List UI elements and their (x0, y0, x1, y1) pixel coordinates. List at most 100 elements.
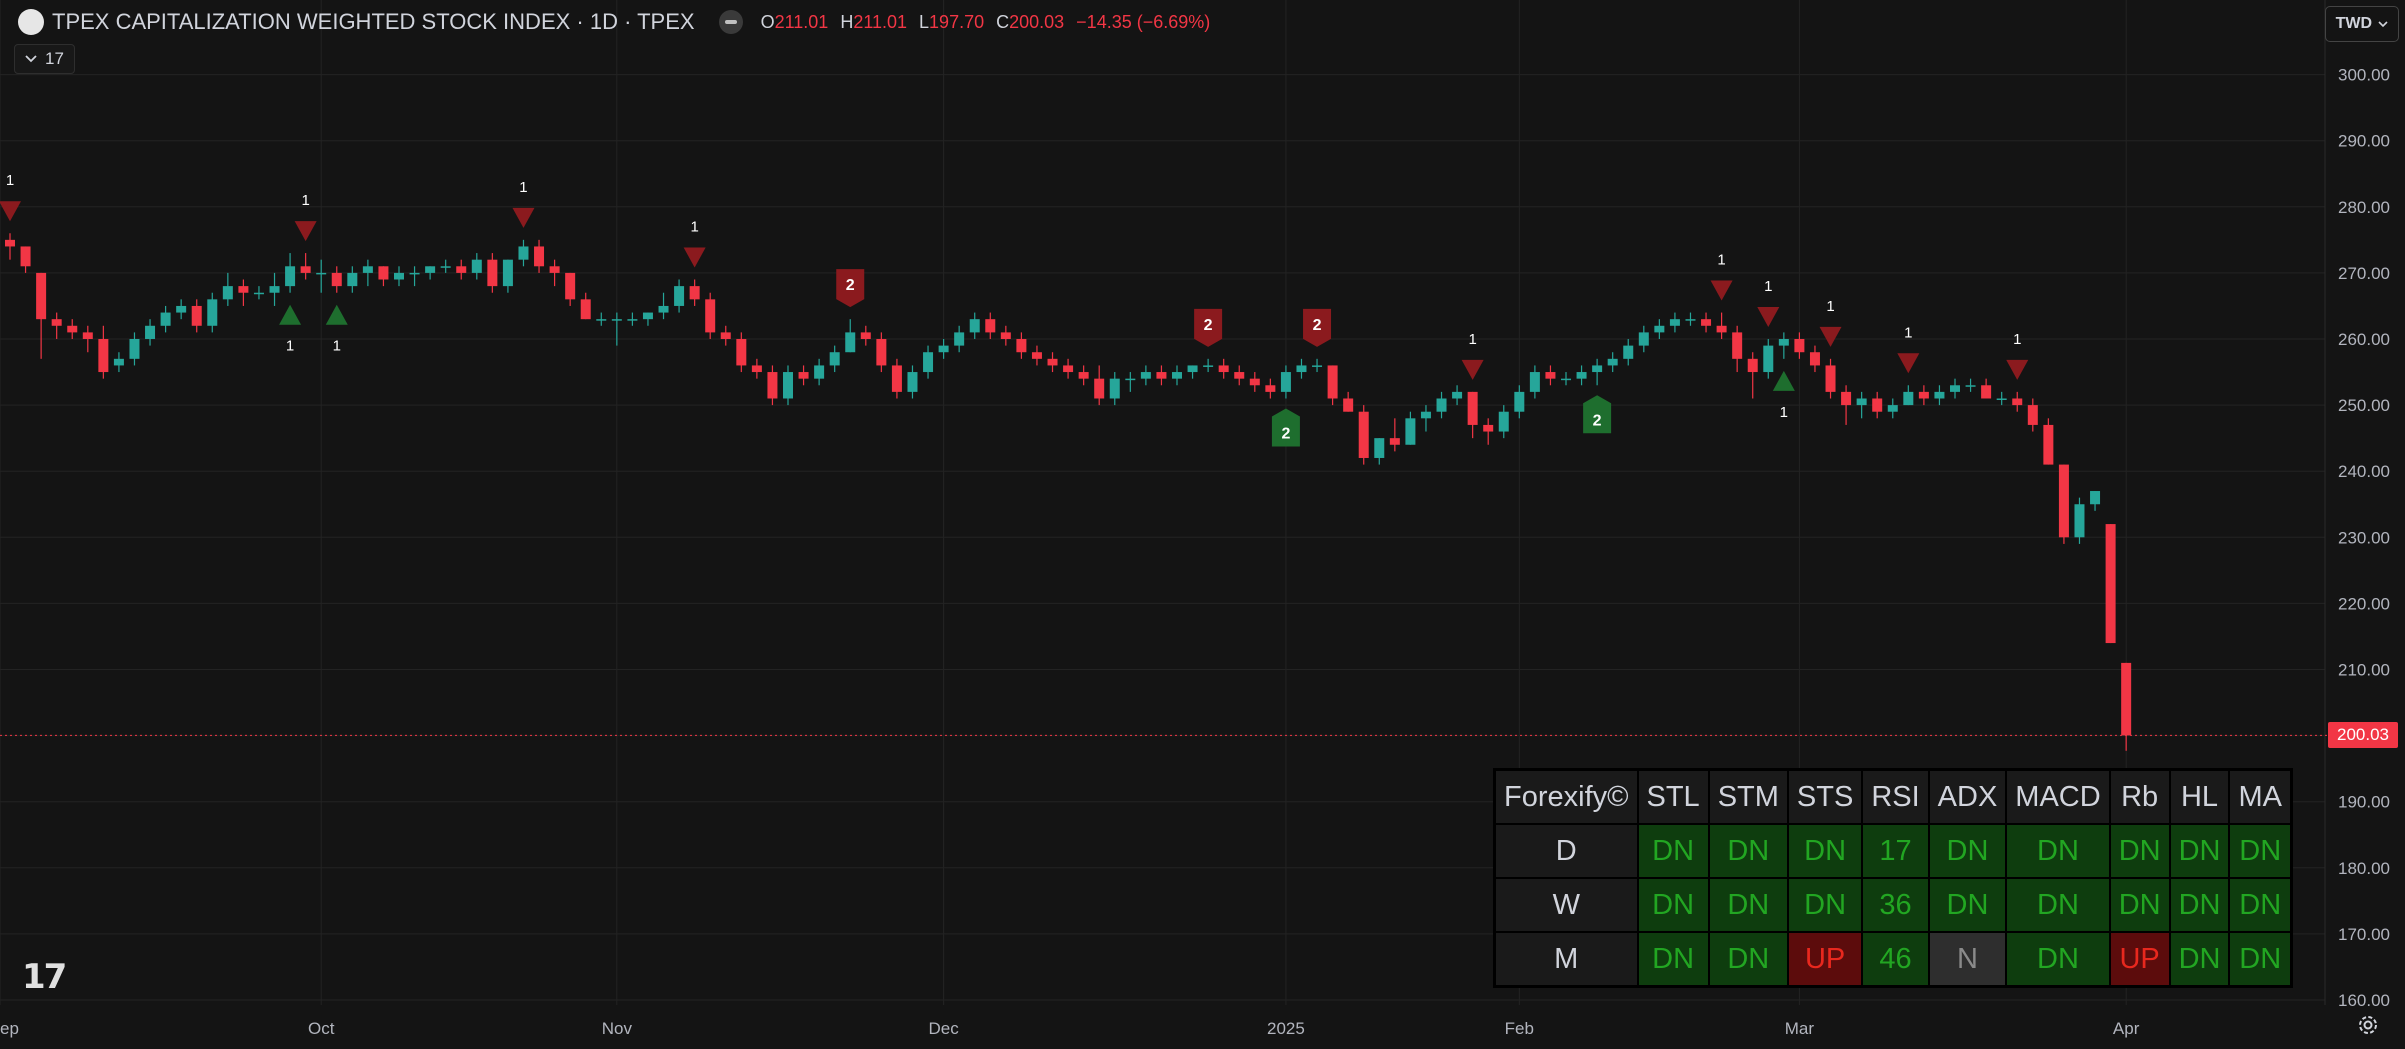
candle-body (1918, 391, 1929, 399)
signal-label: 1 (519, 179, 527, 196)
signal-arrow-sell (294, 221, 317, 242)
candle-body (1763, 345, 1774, 373)
y-tick-label: 240.00 (2338, 462, 2390, 481)
chart-title[interactable]: TPEX CAPITALIZATION WEIGHTED STOCK INDEX… (52, 9, 695, 34)
candle-body (1203, 365, 1214, 367)
cell-m-sts: UP (1786, 931, 1864, 988)
minimize-icon[interactable] (718, 10, 743, 34)
candle-body (285, 266, 296, 287)
candle-body (1934, 391, 1945, 399)
signal-label: 1 (690, 219, 698, 236)
candle-body (67, 325, 78, 333)
candle-body (860, 332, 871, 339)
candle-body (145, 325, 156, 339)
candle-body (845, 332, 856, 353)
candle-body (394, 272, 404, 280)
candle-body (907, 372, 918, 392)
row-label: M (1493, 931, 1639, 988)
candle-body (783, 372, 793, 399)
candle-body (409, 272, 420, 275)
cell-w-sts: DN (1786, 877, 1864, 933)
candle-body (1265, 385, 1276, 392)
candle-body (767, 372, 778, 399)
candle-body (1436, 398, 1447, 412)
cell-w-rb: DN (2108, 877, 2171, 933)
signal-label: 1 (1826, 298, 1834, 315)
indicators-toggle-button[interactable]: 17 (14, 44, 75, 74)
candle-body (1716, 325, 1727, 333)
chart-header: TPEX CAPITALIZATION WEIGHTED STOCK INDEX… (0, 0, 1210, 44)
header-adx: ADX (1927, 768, 2008, 825)
candle-body (736, 339, 747, 366)
open-key: O (760, 11, 775, 32)
cell-d-adx: DN (1927, 823, 2008, 879)
candle-body (658, 305, 669, 313)
currency-button[interactable]: TWD (2324, 6, 2399, 42)
y-tick-label: 180.00 (2338, 859, 2390, 878)
y-tick-label: 210.00 (2338, 661, 2390, 680)
candle-body (814, 365, 825, 379)
gear-icon[interactable] (2355, 1012, 2381, 1038)
signal-arrow-sell (1757, 307, 1780, 327)
header-stl: STL (1636, 768, 1710, 825)
candle-body (362, 266, 373, 273)
candle-body (471, 259, 482, 273)
indicator-count: 17 (45, 49, 64, 68)
candle-body (1327, 365, 1338, 399)
symbol-logo-icon (18, 9, 44, 35)
candle-body (1638, 332, 1649, 346)
tradingview-logo-icon[interactable]: 17 (22, 957, 67, 997)
candle-body (191, 305, 202, 326)
candle-body (160, 312, 171, 326)
cell-w-adx: DN (1927, 877, 2008, 933)
candle-body (1561, 378, 1571, 381)
candle-body (829, 352, 840, 366)
candle-body (891, 365, 902, 392)
candle-body (1031, 352, 1042, 359)
candle-body (207, 299, 218, 326)
candle-body (1452, 391, 1463, 399)
cell-d-ma: DN (2228, 823, 2293, 879)
candle-body (1903, 391, 1914, 406)
candle-body (2027, 405, 2038, 425)
y-tick-label: 170.00 (2338, 925, 2390, 944)
cell-m-adx: N (1927, 931, 2008, 988)
candle-body (1701, 319, 1712, 326)
chevron-down-icon (2378, 20, 2388, 27)
x-tick-label: Apr (2113, 1019, 2140, 1038)
signal-arrow-sell (1819, 326, 1842, 347)
signal-badge-buy (1271, 408, 1300, 447)
candle-body (1654, 325, 1665, 333)
signal-badge-sell (1194, 308, 1223, 347)
table-header-row: Forexify© STL STM STS RSI ADX MACD Rb HL… (1493, 768, 2293, 825)
candle-body (689, 286, 700, 300)
table-title: Forexify© (1493, 768, 1639, 825)
candle-body (98, 339, 109, 373)
signal-arrow-sell (1897, 353, 1920, 374)
candle-body (2105, 524, 2116, 644)
candle-body (2090, 491, 2101, 505)
signal-label: 1 (6, 172, 14, 189)
cell-m-rsi: 46 (1861, 931, 1930, 988)
candle-body (1312, 365, 1323, 367)
signal-label: 1 (301, 192, 309, 209)
close-key: C (996, 11, 1010, 32)
candle-body (331, 272, 342, 287)
candle-body (238, 286, 249, 293)
candle-body (1172, 372, 1182, 379)
high-value: 211.01 (853, 11, 908, 32)
signal-label: 1 (333, 338, 341, 355)
candle-body (487, 259, 498, 287)
y-tick-label: 260.00 (2338, 330, 2390, 349)
cell-w-rsi: 36 (1861, 877, 1930, 933)
signal-arrow-buy (325, 304, 348, 325)
candle-body (1109, 378, 1120, 399)
signal-label: 2 (1281, 425, 1290, 442)
candle-body (1545, 372, 1556, 379)
candle-body (518, 246, 529, 260)
signal-label: 1 (2013, 331, 2021, 348)
candle-body (300, 266, 311, 273)
signal-arrow-buy (279, 304, 302, 325)
candle-body (253, 292, 264, 295)
